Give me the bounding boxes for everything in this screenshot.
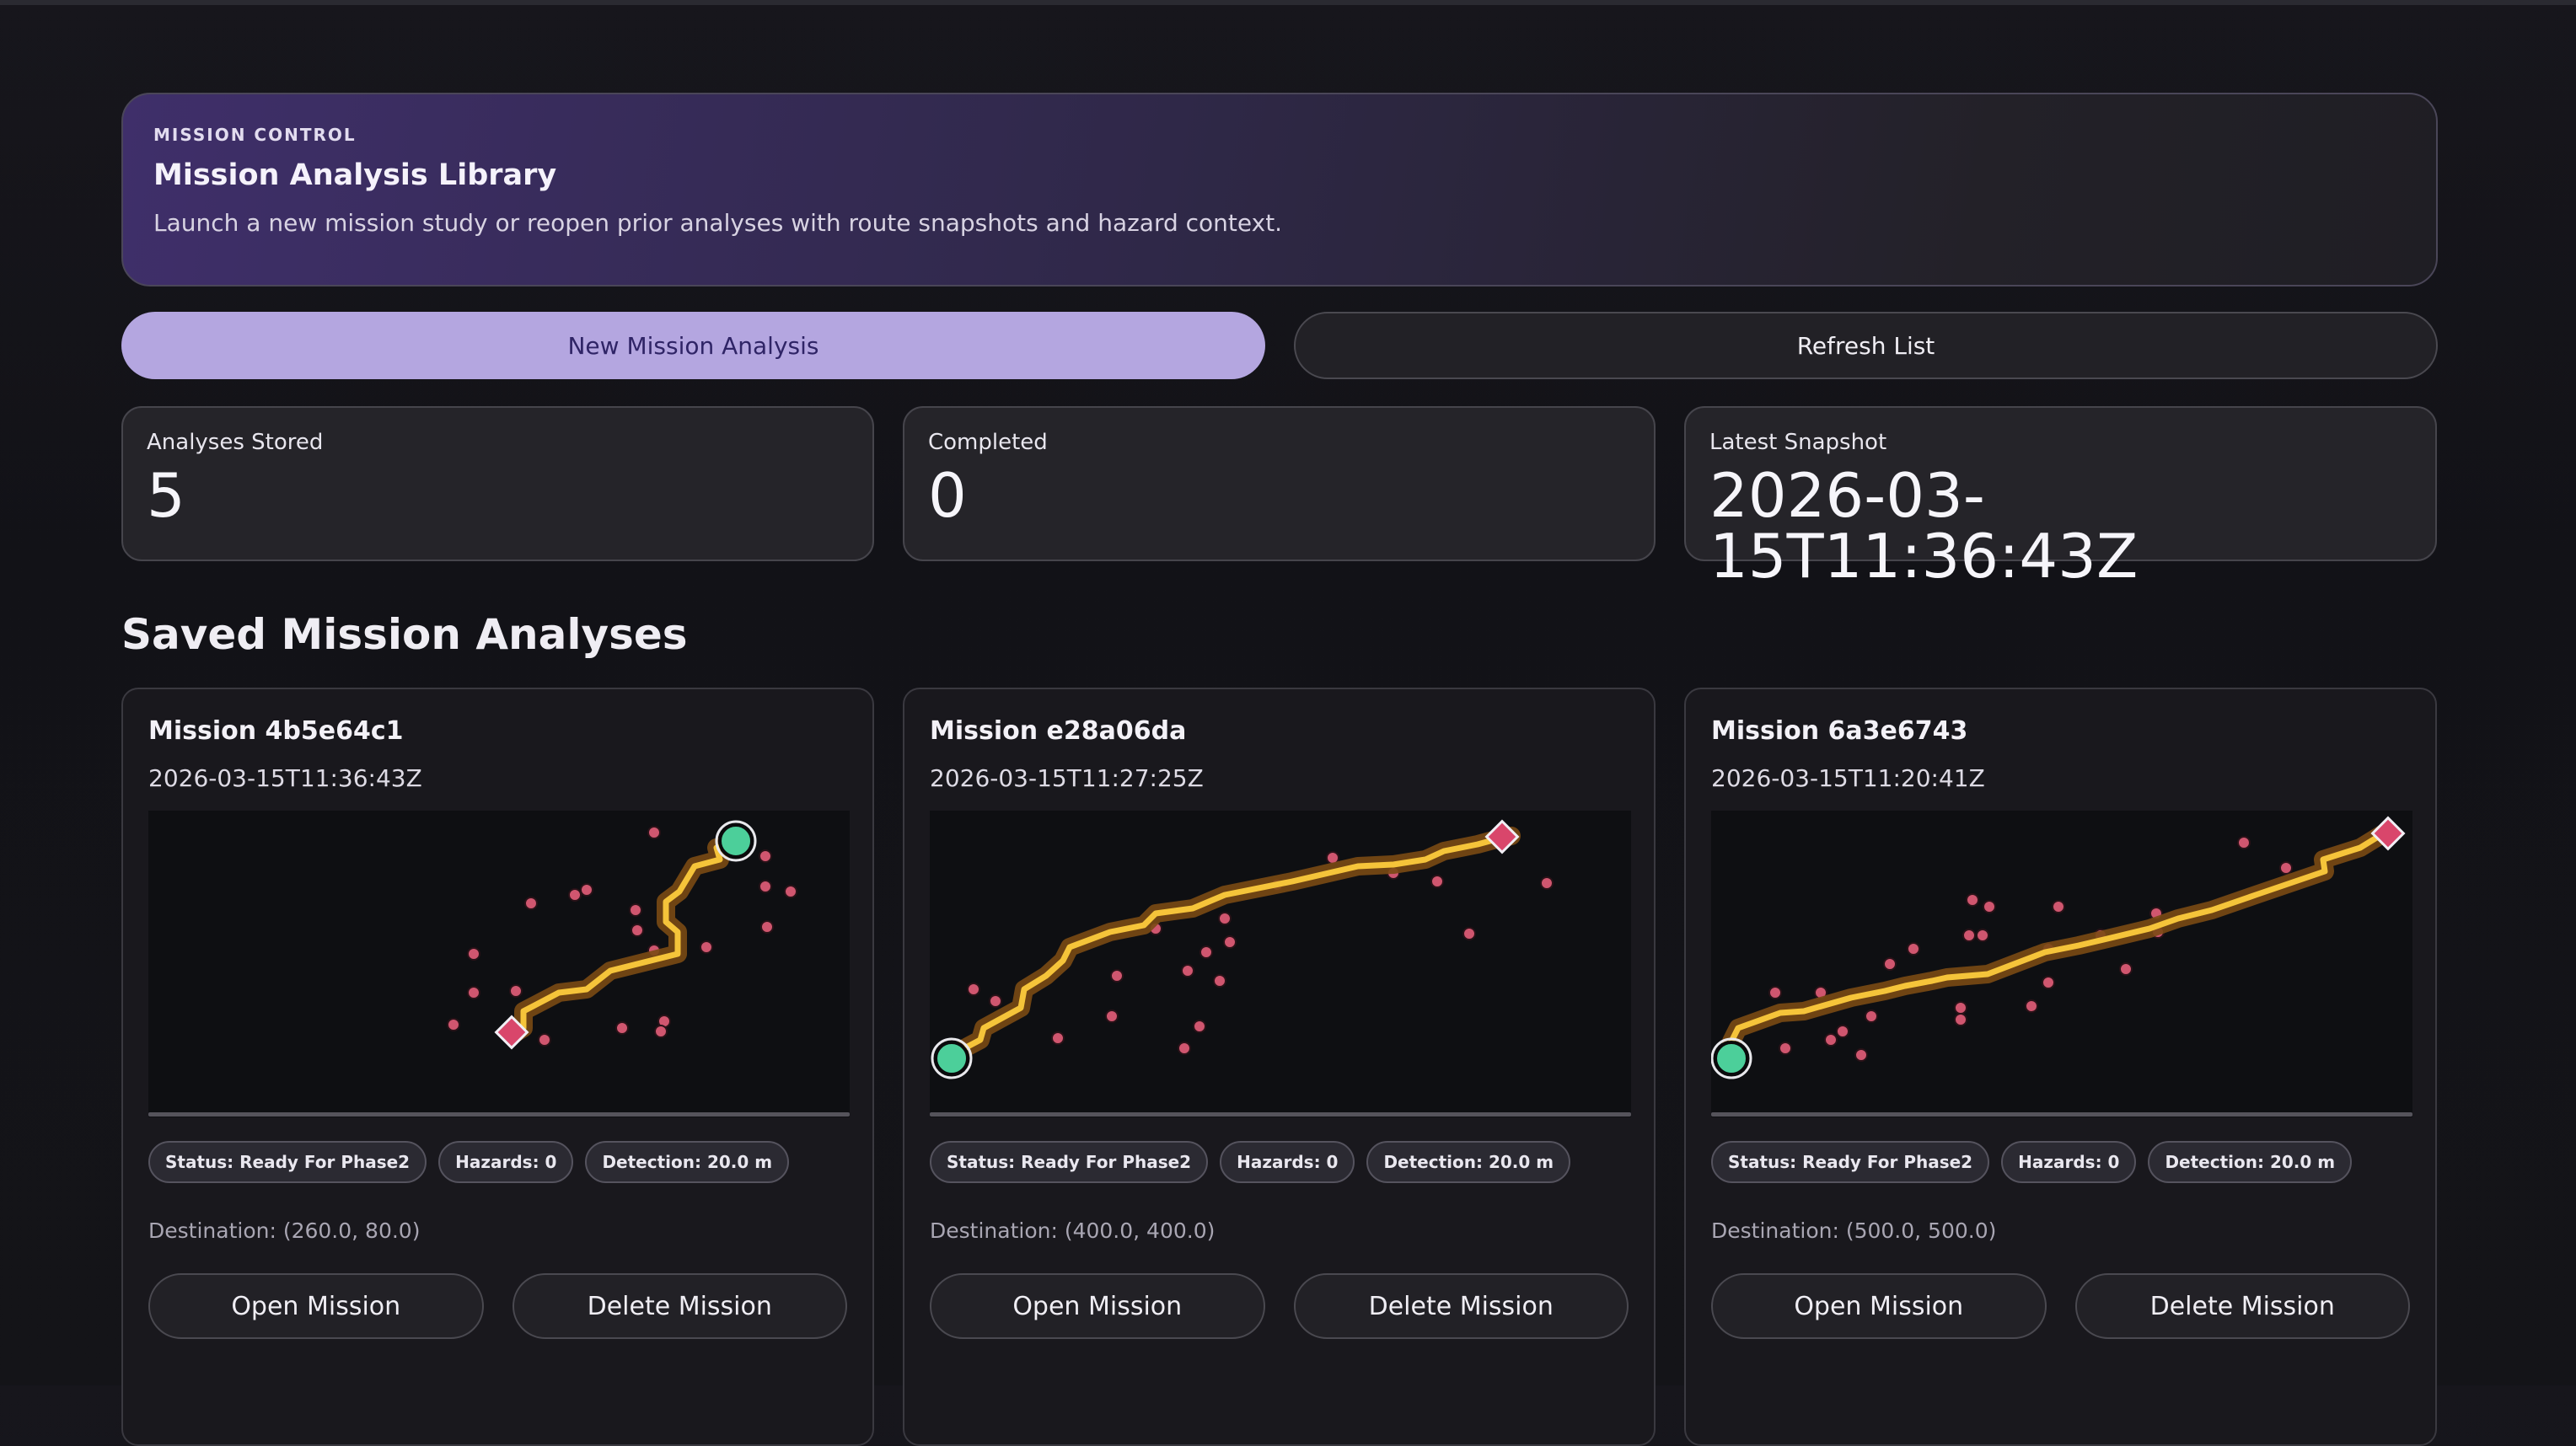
mission-cards: Mission 4b5e64c1 2026-03-15T11:36:43Z [121, 688, 2438, 1446]
start-marker-icon [934, 1041, 969, 1076]
status-badge: Status: Ready For Phase2 [930, 1141, 1209, 1183]
mission-badges: Status: Ready For Phase2 Hazards: 0 Dete… [1711, 1141, 2410, 1183]
hazards-badge: Hazards: 0 [2001, 1141, 2137, 1183]
mission-title: Mission 6a3e6743 [1711, 716, 1968, 746]
stat-completed: Completed 0 [903, 406, 1656, 561]
section-title: Saved Mission Analyses [121, 610, 688, 659]
map-scrollbar[interactable] [930, 1112, 1631, 1117]
mission-title: Mission 4b5e64c1 [148, 716, 404, 746]
new-mission-analysis-button[interactable]: New Mission Analysis [121, 312, 1265, 379]
mission-destination: Destination: (500.0, 500.0) [1711, 1218, 1997, 1243]
delete-mission-button[interactable]: Delete Mission [1293, 1273, 1629, 1339]
mission-card: Mission 4b5e64c1 2026-03-15T11:36:43Z [121, 688, 874, 1446]
map-scrollbar[interactable] [1711, 1112, 2412, 1117]
start-marker-icon [718, 823, 754, 859]
stat-label: Latest Snapshot [1709, 430, 1887, 455]
start-marker-icon [1714, 1041, 1749, 1076]
route-snapshot-map [148, 811, 850, 1117]
stat-analyses-stored: Analyses Stored 5 [121, 406, 874, 561]
destination-marker-icon [1484, 819, 1520, 854]
card-actions: Open Mission Delete Mission [148, 1273, 847, 1339]
detection-badge: Detection: 20.0 m [585, 1141, 790, 1183]
map-background [930, 811, 1631, 1117]
mission-card: Mission e28a06da 2026-03-15T11:27:25Z [903, 688, 1656, 1446]
stat-label: Analyses Stored [147, 430, 324, 455]
destination-marker-icon [494, 1015, 529, 1050]
map-scrollbar[interactable] [148, 1112, 850, 1117]
mission-timestamp: 2026-03-15T11:36:43Z [148, 764, 422, 792]
delete-mission-button[interactable]: Delete Mission [512, 1273, 847, 1339]
detection-badge: Detection: 20.0 m [1366, 1141, 1571, 1183]
mission-badges: Status: Ready For Phase2 Hazards: 0 Dete… [930, 1141, 1629, 1183]
mission-timestamp: 2026-03-15T11:20:41Z [1711, 764, 1985, 792]
refresh-list-button[interactable]: Refresh List [1294, 312, 2438, 379]
primary-actions: New Mission Analysis Refresh List [121, 312, 2438, 379]
mission-card: Mission 6a3e6743 2026-03-15T11:20:41Z [1684, 688, 2437, 1446]
page-title: Mission Analysis Library [153, 158, 557, 192]
hazard-points [1768, 836, 2293, 1062]
mission-destination: Destination: (400.0, 400.0) [930, 1218, 1216, 1243]
stat-label: Completed [928, 430, 1048, 455]
window-top-edge [0, 0, 2576, 5]
open-mission-button[interactable]: Open Mission [930, 1273, 1265, 1339]
hazards-badge: Hazards: 0 [1220, 1141, 1355, 1183]
hazard-points [447, 826, 797, 1047]
open-mission-button[interactable]: Open Mission [1711, 1273, 2047, 1339]
hazards-badge: Hazards: 0 [438, 1141, 574, 1183]
stats-row: Analyses Stored 5 Completed 0 Latest Sna… [121, 406, 2438, 586]
page-container: MISSION CONTROL Mission Analysis Library… [121, 93, 2438, 1446]
mission-title: Mission e28a06da [930, 716, 1187, 746]
map-background [1711, 811, 2412, 1117]
mission-timestamp: 2026-03-15T11:27:25Z [930, 764, 1204, 792]
page-subtitle: Launch a new mission study or reopen pri… [153, 209, 1283, 237]
route-snapshot-map [930, 811, 1631, 1117]
route-path [1728, 831, 2385, 1045]
map-background [148, 811, 850, 1117]
stat-latest-snapshot: Latest Snapshot 2026-03-15T11:36:43Z [1684, 406, 2437, 586]
route-snapshot-map [1711, 811, 2412, 1117]
open-mission-button[interactable]: Open Mission [148, 1273, 484, 1339]
route-path [948, 833, 1515, 1058]
destination-marker-icon [2370, 816, 2406, 851]
stat-value: 5 [147, 460, 185, 531]
stat-value: 0 [928, 460, 967, 531]
stat-value: 2026-03-15T11:36:43Z [1709, 460, 2139, 592]
mission-destination: Destination: (260.0, 80.0) [148, 1218, 421, 1243]
delete-mission-button[interactable]: Delete Mission [2074, 1273, 2410, 1339]
status-badge: Status: Ready For Phase2 [148, 1141, 427, 1183]
header-eyebrow: MISSION CONTROL [153, 125, 357, 145]
status-badge: Status: Ready For Phase2 [1711, 1141, 1990, 1183]
route-path [509, 838, 743, 1038]
detection-badge: Detection: 20.0 m [2148, 1141, 2353, 1183]
card-actions: Open Mission Delete Mission [1711, 1273, 2410, 1339]
mission-control-header: MISSION CONTROL Mission Analysis Library… [121, 93, 2438, 287]
mission-badges: Status: Ready For Phase2 Hazards: 0 Dete… [148, 1141, 847, 1183]
card-actions: Open Mission Delete Mission [930, 1273, 1629, 1339]
